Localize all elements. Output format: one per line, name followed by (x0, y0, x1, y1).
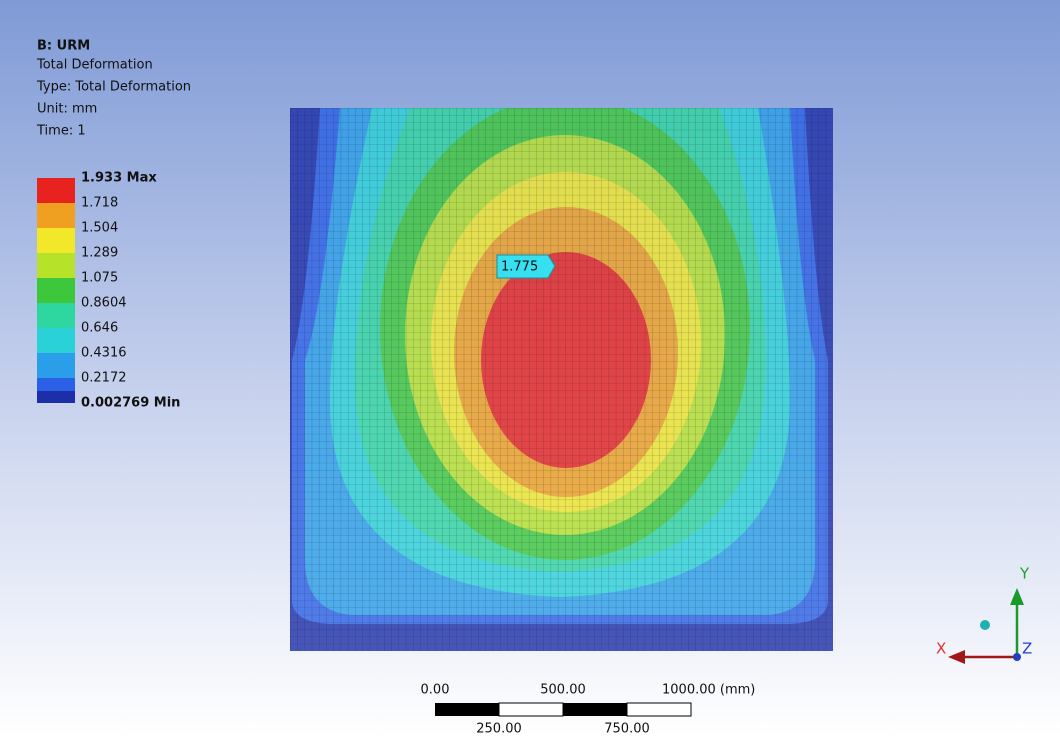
scale-seg (627, 703, 691, 716)
legend-swatch (37, 303, 75, 328)
probe: 1.775 (497, 255, 555, 278)
header-line: Type: Total Deformation (36, 80, 191, 95)
legend-label: 0.8604 (81, 296, 127, 311)
triad-ball (980, 620, 990, 630)
legend-label: 1.504 (81, 221, 118, 236)
scale-label: 500.00 (540, 683, 586, 698)
scale-seg (563, 703, 627, 716)
probe-label: 1.775 (501, 260, 538, 275)
x-axis-label: X (936, 640, 946, 658)
legend-label: 1.289 (81, 246, 118, 261)
legend-label: 1.933 Max (81, 171, 157, 186)
z-axis-label: Z (1022, 640, 1032, 658)
header-line: Unit: mm (37, 102, 97, 117)
z-axis (1013, 653, 1021, 661)
legend-label: 1.075 (81, 271, 118, 286)
legend-label: 0.646 (81, 321, 118, 336)
scale-label: 0.00 (421, 683, 450, 698)
result-title: B: URM (37, 39, 90, 54)
legend-label: 0.4316 (81, 346, 127, 361)
header-line: Time: 1 (36, 124, 86, 139)
scale-seg (499, 703, 563, 716)
legend-swatch (37, 353, 75, 378)
legend-swatch (37, 391, 75, 403)
legend-swatch (37, 278, 75, 303)
scale-label: 750.00 (604, 722, 650, 737)
legend-swatch (37, 253, 75, 278)
page: {"header": {"title": "B: URM", "lines": … (0, 0, 1060, 736)
y-axis-label: Y (1019, 565, 1030, 583)
viewport: B: URM Total Deformation Type: Total Defo… (0, 0, 1060, 736)
legend-swatch (37, 178, 75, 203)
scale-seg (435, 703, 499, 716)
legend-label: 0.2172 (81, 371, 127, 386)
legend-swatch (37, 228, 75, 253)
mesh (290, 108, 833, 651)
legend-label: 0.002769 Min (81, 396, 180, 411)
header-line: Total Deformation (36, 58, 153, 73)
legend-swatch (37, 203, 75, 228)
scale-label: 250.00 (476, 722, 522, 737)
legend-label: 1.718 (81, 196, 118, 211)
scale-label: 1000.00 (mm) (662, 683, 755, 698)
legend-swatch (37, 328, 75, 353)
